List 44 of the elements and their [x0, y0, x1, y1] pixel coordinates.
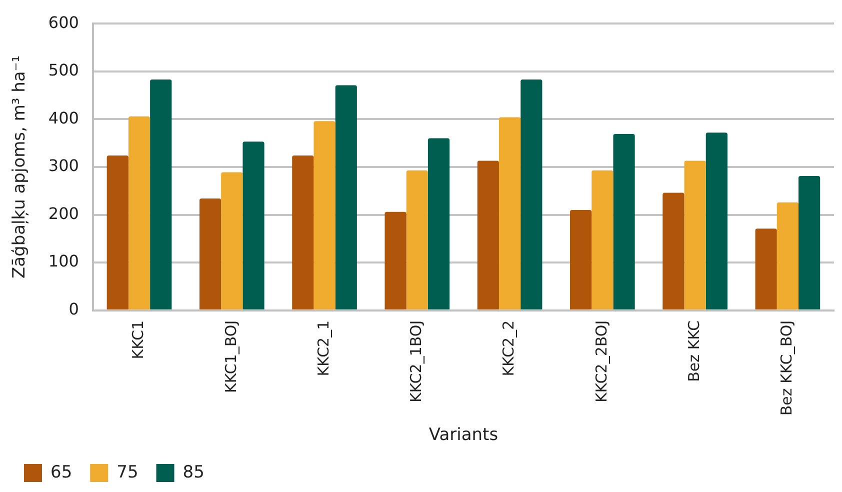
bar [498, 117, 521, 310]
bar [755, 228, 777, 310]
bar [242, 142, 264, 310]
bar [520, 80, 542, 310]
y-tick-label: 0 [68, 300, 79, 319]
bar [662, 192, 684, 310]
y-tick-label: 100 [48, 252, 79, 271]
y-tick-label: 400 [48, 108, 79, 128]
bar [406, 170, 428, 310]
bar [384, 212, 406, 310]
bar [570, 210, 592, 310]
bar [613, 134, 635, 310]
x-axis-title: Variants [428, 425, 498, 446]
bar [477, 160, 499, 310]
bar [150, 80, 172, 310]
y-tick-label: 600 [48, 12, 79, 32]
x-tick-label: KKC2_1BOJ [407, 320, 426, 403]
bar [798, 176, 820, 310]
bar [314, 121, 336, 310]
bar [335, 85, 357, 310]
x-tick-label: KKC2_2 [500, 320, 518, 376]
bar [199, 198, 222, 310]
bar [221, 172, 243, 310]
y-axis-title: Zāģbaļķu apjoms, m³ ha⁻¹ [10, 55, 30, 279]
bar [706, 132, 728, 310]
bar [128, 116, 150, 310]
bar [592, 170, 614, 310]
y-tick-label: 300 [48, 156, 79, 176]
x-tick-label: KKC2_1 [314, 320, 332, 376]
legend-label: 85 [182, 462, 204, 482]
bar [684, 160, 706, 310]
y-tick-label: 500 [48, 60, 79, 80]
legend-label: 65 [50, 462, 72, 482]
x-tick-label: Bez KKC_BOJ [778, 320, 796, 416]
bar [776, 202, 798, 310]
bar [106, 156, 128, 310]
bar [428, 138, 450, 310]
x-tick-label: KKC2_2BOJ [592, 320, 610, 403]
bar [292, 156, 314, 310]
x-tick-label: Bez KKC [684, 320, 703, 382]
x-tick-label: KKC1_BOJ [222, 320, 240, 393]
legend-label: 75 [116, 462, 138, 482]
y-tick-label: 200 [48, 204, 79, 223]
x-tick-label: KKC1 [129, 320, 148, 360]
